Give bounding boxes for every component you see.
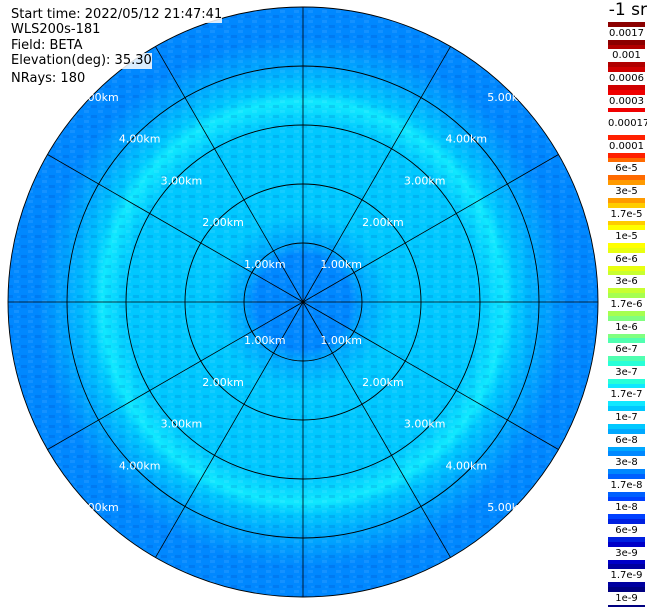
ring-label: 1.00km [244,334,286,347]
colorbar-label: 6e-5 [608,162,645,176]
colorbar-label: 6e-6 [608,252,645,266]
ring-label: 1.00km [320,258,362,271]
colorbar-label: 6e-9 [608,524,645,537]
colorbar-label: 0.00017 [608,117,647,131]
colorbar-label: 6e-7 [608,343,645,357]
colorbar-label: 0.0006 [608,72,645,85]
ring-label: 3.00km [404,174,446,187]
ring-label: 3.00km [161,174,203,187]
ring-label: 3.00km [161,418,203,431]
ring-label: 4.00km [119,133,161,146]
colorbar-label: 1e-5 [608,230,645,244]
colorbar-label: 1.7e-6 [608,298,645,311]
colorbar-label: 3e-6 [608,275,645,289]
radial-line [302,301,451,558]
nrays-text: NRays: 180 [11,71,86,87]
radial-line [155,301,304,558]
ring-label: 3.00km [404,418,446,431]
ring-label: 1.00km [244,258,286,271]
colorbar-label: 1e-7 [608,411,645,424]
ring-label: 2.00km [362,216,404,229]
field-text: Field: BETA [11,38,83,54]
ring-label: 2.00km [202,376,244,389]
radial-line [47,154,304,303]
colorbar-label: 1.7e-5 [608,207,645,221]
radial-line [155,46,304,303]
ring-label: 5.00km [487,91,529,104]
elevation-text: Elevation(deg): 35.30 [11,53,152,69]
colorbar-label: 1.7e-8 [608,478,645,492]
ring-label: 1.00km [320,334,362,347]
range-ring [184,183,422,421]
range-ring [243,242,363,362]
colorbar-label: 3e-9 [608,546,645,560]
colorbar-label: 1e-6 [608,320,645,334]
radial-line [302,154,559,303]
colorbar-label: 0.0003 [608,94,645,108]
start-time-text: Start time: 2022/05/12 21:47:41 [11,7,223,23]
colorbar-label: 3e-5 [608,185,645,198]
colorbar-label: 1.7e-7 [608,388,645,402]
colorbar-unit: -1 sr [608,0,647,20]
colorbar-label: 3e-8 [608,456,645,470]
colorbar-label: 6e-8 [608,433,645,447]
colorbar-label: 0.0017 [608,26,645,40]
colorbar-label: 3e-7 [608,365,645,379]
range-ring [7,6,599,598]
ring-label: 2.00km [362,376,404,389]
range-grid [7,6,599,598]
range-ring [125,124,481,480]
colorbar-label: 1e-9 [608,591,645,605]
ring-label: 5.00km [77,501,119,514]
range-ring-labels: 1.00km 1.00km 1.00km 1.00km 2.00km 2.00km 2.00… [77,91,529,514]
ring-label: 5.00km [77,91,119,104]
radial-line [302,46,451,303]
ring-label: 2.00km [202,216,244,229]
ring-label: 4.00km [119,459,161,472]
ring-label: 4.00km [446,133,488,146]
radial-line [302,301,559,450]
ring-label: 5.00km [487,501,529,514]
colorbar-label: 0.0001 [608,139,645,153]
colorbar-label: 0.001 [608,49,645,63]
ring-label: 4.00km [446,459,488,472]
range-ring [66,65,540,539]
colorbar-label: 1e-8 [608,501,645,515]
radial-line [47,301,304,450]
colorbar-label: 1.7e-9 [608,569,645,583]
instrument-text: WLS200s-181 [11,22,101,38]
